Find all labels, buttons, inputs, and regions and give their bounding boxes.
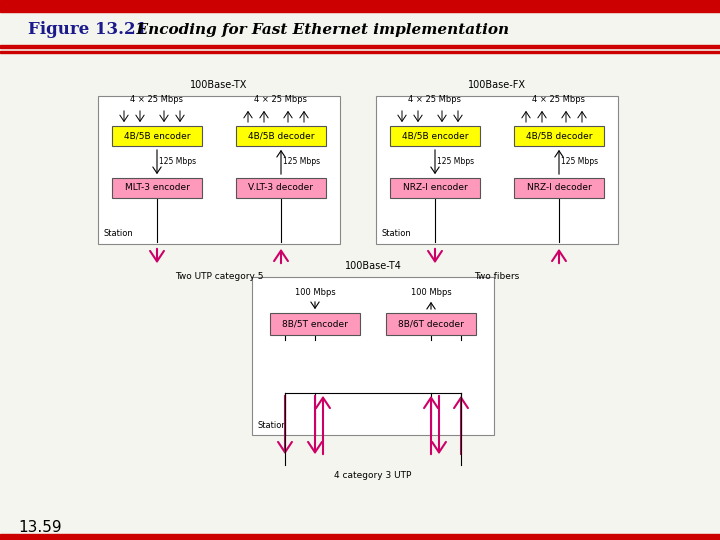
Bar	[514, 126, 604, 146]
Text: 4B/5B decoder: 4B/5B decoder	[248, 132, 314, 140]
Text: 100Base-TX: 100Base-TX	[190, 80, 248, 90]
Text: 4 × 25 Mbps: 4 × 25 Mbps	[408, 95, 462, 104]
Bar	[0, 44, 720, 48]
Text: 4 × 25 Mbps: 4 × 25 Mbps	[533, 95, 585, 104]
Text: 4 × 25 Mbps: 4 × 25 Mbps	[130, 95, 184, 104]
Text: NRZ-I decoder: NRZ-I decoder	[526, 184, 591, 192]
Text: 4B/5B encoder: 4B/5B encoder	[402, 132, 468, 140]
Bar	[0, 0, 720, 12]
Text: Station: Station	[104, 230, 134, 239]
Text: 13.59: 13.59	[18, 521, 62, 536]
Text: 100 Mbps: 100 Mbps	[410, 288, 451, 297]
Text: Two UTP category 5: Two UTP category 5	[175, 272, 264, 281]
Bar	[386, 313, 476, 335]
Bar	[112, 126, 202, 146]
Bar	[376, 96, 618, 244]
Text: 100 Mbps: 100 Mbps	[294, 288, 336, 297]
Bar	[98, 96, 340, 244]
Text: 4B/5B encoder: 4B/5B encoder	[124, 132, 190, 140]
Text: Encoding for Fast Ethernet implementation: Encoding for Fast Ethernet implementatio…	[126, 23, 509, 37]
Text: 125 Mbps: 125 Mbps	[561, 158, 598, 166]
Bar	[390, 178, 480, 198]
Text: 125 Mbps: 125 Mbps	[437, 158, 474, 166]
Bar	[0, 51, 720, 53]
Bar	[514, 178, 604, 198]
Bar	[270, 313, 360, 335]
Text: 125 Mbps: 125 Mbps	[159, 158, 196, 166]
Text: 125 Mbps: 125 Mbps	[283, 158, 320, 166]
Text: Two fibers: Two fibers	[474, 272, 520, 281]
Text: 4 × 25 Mbps: 4 × 25 Mbps	[254, 95, 307, 104]
Bar	[390, 126, 480, 146]
Text: 4 category 3 UTP: 4 category 3 UTP	[334, 471, 412, 480]
Bar	[236, 178, 326, 198]
Bar	[112, 178, 202, 198]
Text: V.LT-3 decoder: V.LT-3 decoder	[248, 184, 313, 192]
Bar	[252, 277, 494, 435]
Text: NRZ-I encoder: NRZ-I encoder	[402, 184, 467, 192]
Text: 8B/5T encoder: 8B/5T encoder	[282, 320, 348, 328]
Text: MLT-3 encoder: MLT-3 encoder	[125, 184, 189, 192]
Text: 100Base-FX: 100Base-FX	[468, 80, 526, 90]
Text: 100Base-T4: 100Base-T4	[345, 261, 402, 271]
Text: Station: Station	[258, 421, 288, 429]
Bar	[236, 126, 326, 146]
Text: 4B/5B decoder: 4B/5B decoder	[526, 132, 593, 140]
Text: 8B/6T decoder: 8B/6T decoder	[398, 320, 464, 328]
Text: Figure 13.21: Figure 13.21	[28, 22, 147, 38]
Text: Station: Station	[382, 230, 412, 239]
Bar	[0, 534, 720, 540]
